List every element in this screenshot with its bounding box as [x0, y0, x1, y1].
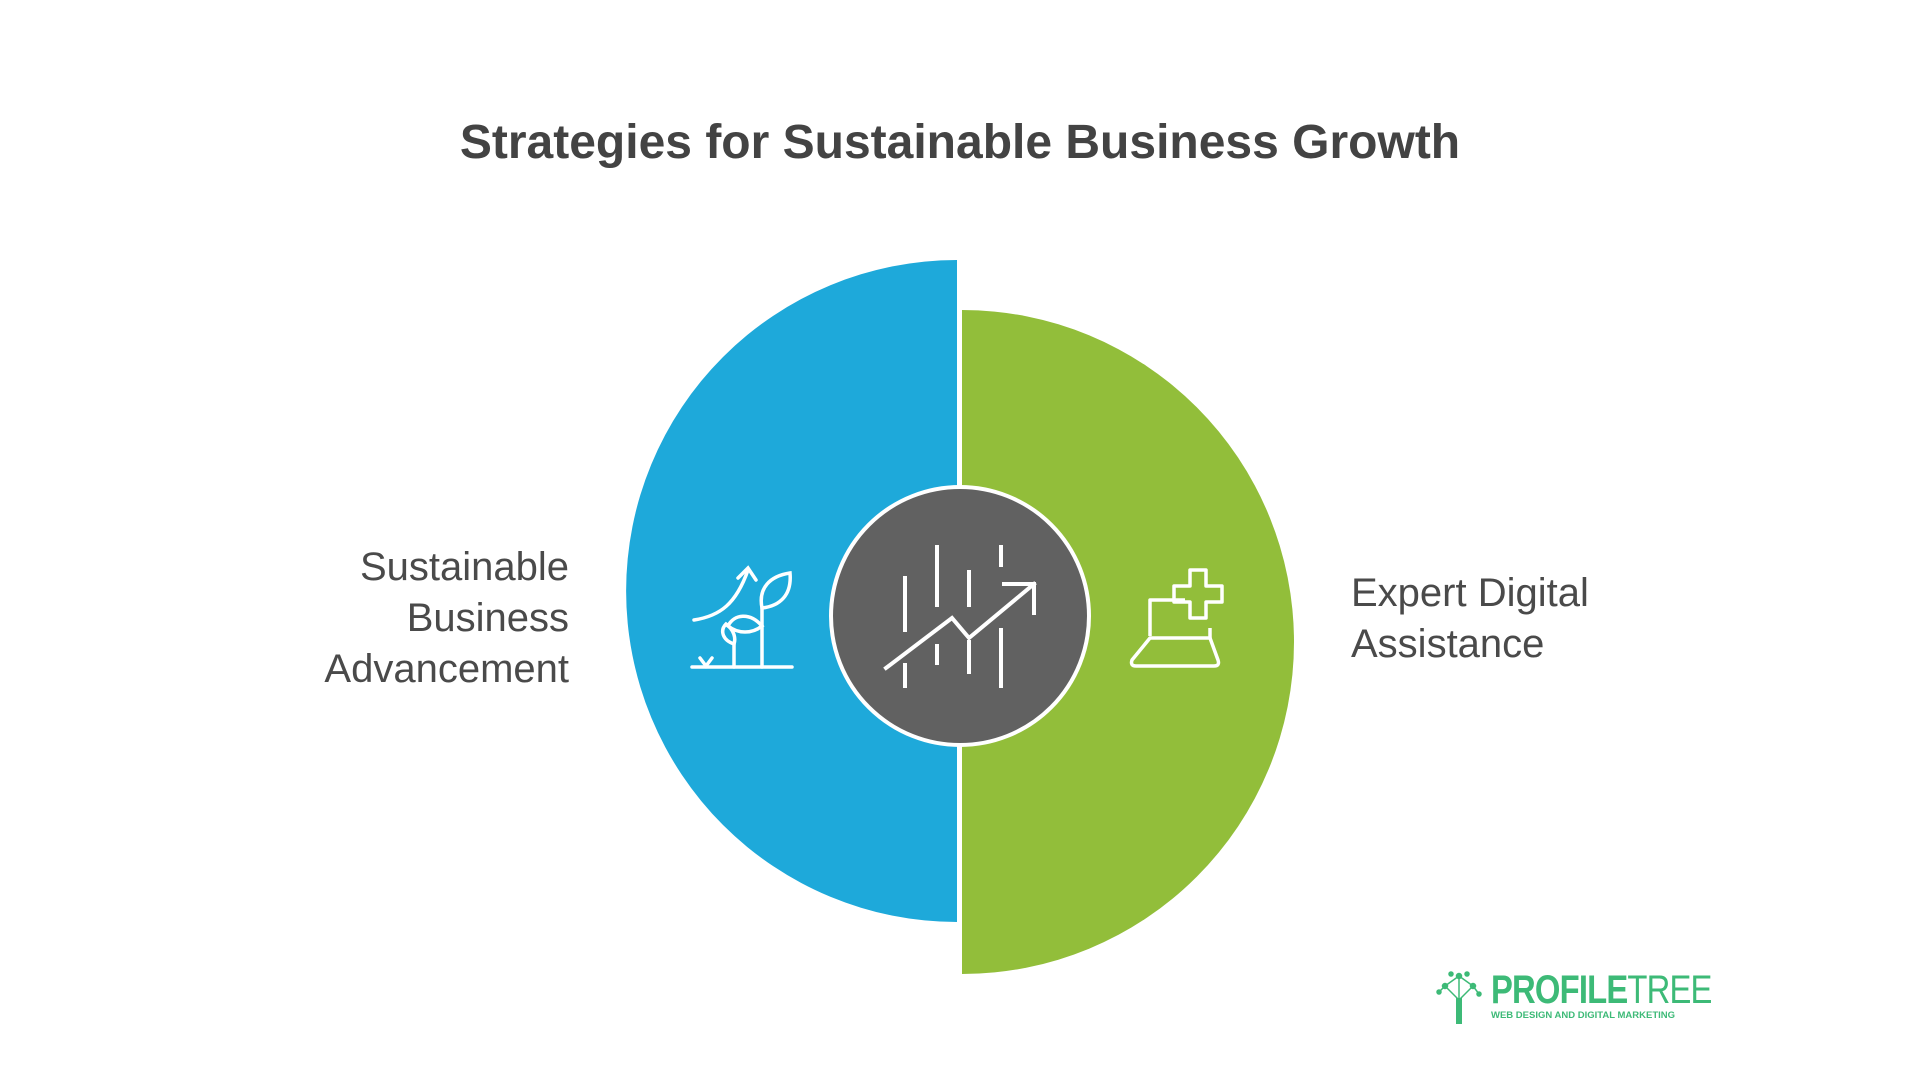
label-line: Expert Digital: [1351, 571, 1589, 615]
segment-expert-digital-assistance: [962, 310, 1294, 974]
label-line: Business: [406, 596, 569, 640]
laptop-plus-icon: [1129, 568, 1224, 668]
logo-text-light: TREE: [1627, 968, 1712, 1012]
segment-sustainable-business-advancement: [626, 260, 957, 922]
label-line: Sustainable: [359, 545, 569, 589]
logo-tagline: WEB DESIGN AND DIGITAL MARKETING: [1491, 1010, 1676, 1021]
tree-logo-icon: [1436, 971, 1482, 1024]
label-sustainable-business-advancement: Sustainable Business Advancement: [324, 542, 569, 695]
diagram-title: Strategies for Sustainable Business Grow…: [459, 116, 1461, 169]
label-line: Advancement: [324, 647, 569, 691]
growth-chart-icon: [883, 545, 1037, 688]
center-circle: [829, 485, 1091, 747]
label-expert-digital-assistance: Expert Digital Assistance: [1351, 568, 1589, 670]
profiletree-logo: PROFILETREE WEB DESIGN AND DIGITAL MARKE…: [1435, 968, 1712, 1028]
plant-growth-icon: [690, 565, 794, 669]
label-line: Assistance: [1351, 622, 1545, 666]
logo-text-bold: PROFILE: [1491, 968, 1628, 1012]
